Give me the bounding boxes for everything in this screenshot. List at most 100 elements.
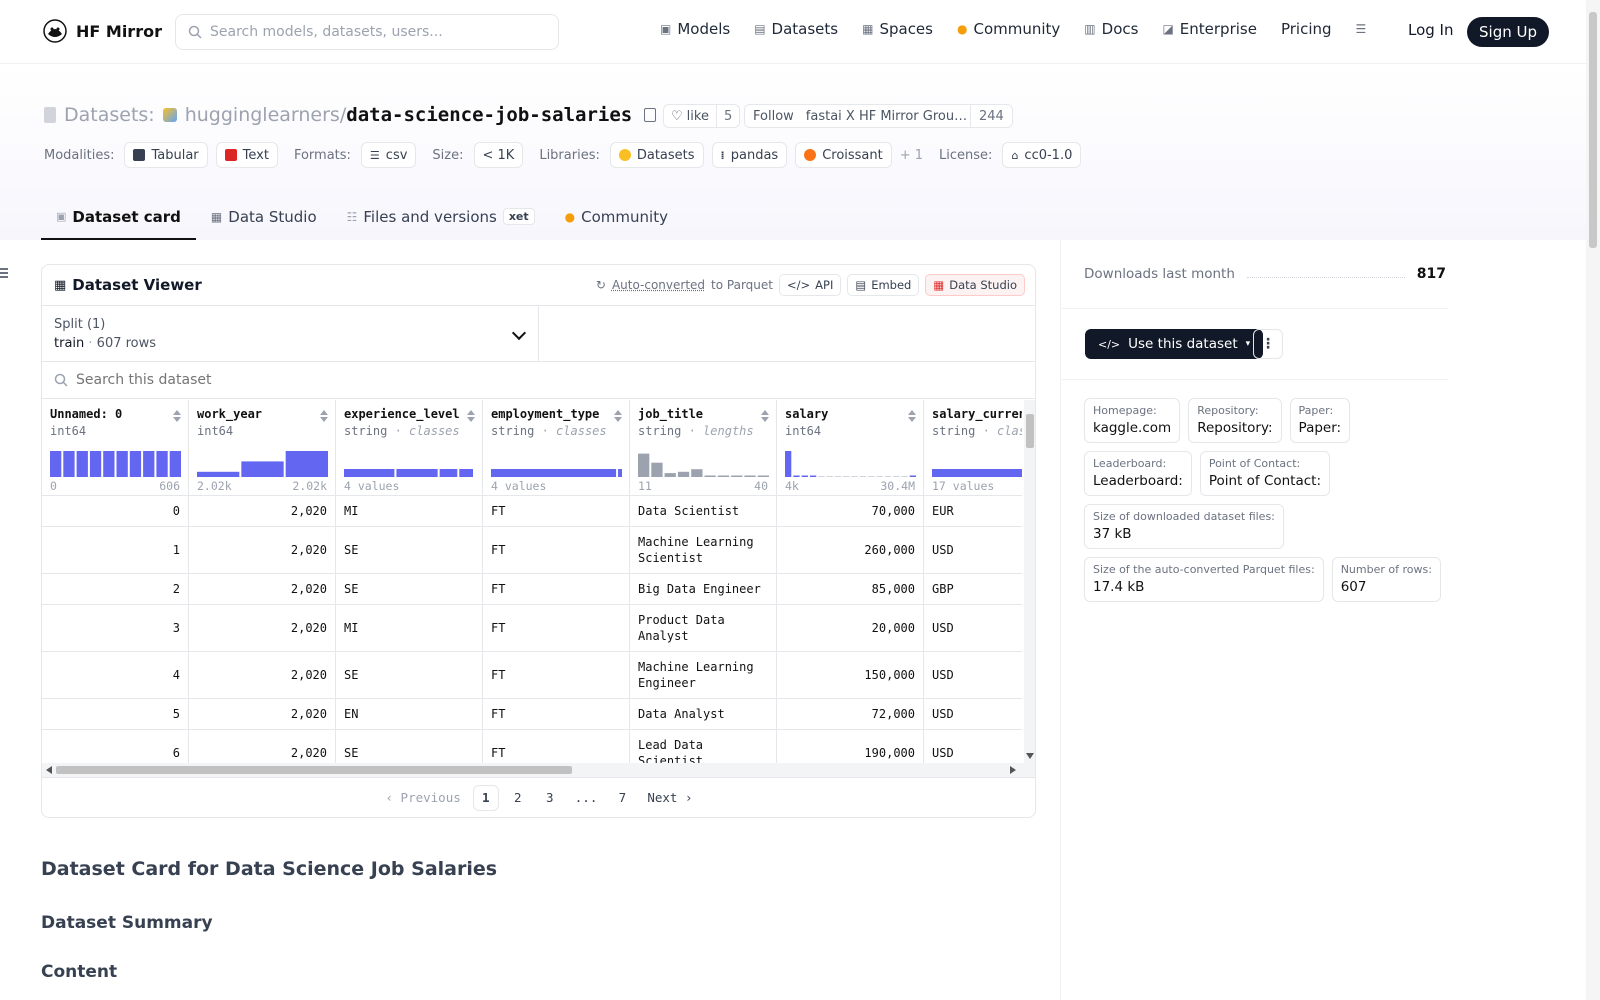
column-header[interactable]: work_year int64 2.02k 2.02k: [189, 400, 336, 496]
histogram-bar[interactable]: [129, 451, 142, 477]
column-header[interactable]: job_title string · lengths 11 40: [630, 400, 777, 496]
table-cell[interactable]: FT: [483, 496, 630, 526]
histogram-bar[interactable]: [285, 451, 328, 477]
login-link[interactable]: Log In: [1408, 21, 1454, 39]
table-cell[interactable]: 20,000: [777, 605, 924, 651]
column-header[interactable]: experience_level string · classes 4 values: [336, 400, 483, 496]
histogram-bar[interactable]: [851, 476, 858, 477]
table-cell[interactable]: FT: [483, 574, 630, 604]
next-page[interactable]: Next ›: [647, 790, 693, 805]
table-row[interactable]: 4 2,020 SE FT Machine Learning Engineer 150,0…: [42, 652, 1022, 699]
histogram-bar[interactable]: [909, 475, 916, 478]
histogram-bar[interactable]: [901, 476, 908, 477]
repo-type-label[interactable]: Datasets:: [64, 104, 155, 126]
follow-button[interactable]: Follow fastai X HF Mirror Grou… 244: [744, 104, 1013, 128]
table-cell[interactable]: EN: [336, 699, 483, 729]
global-search-input[interactable]: [210, 24, 530, 40]
table-row[interactable]: 1 2,020 SE FT Machine Learning Scientist 260,…: [42, 527, 1022, 574]
vertical-scrollbar[interactable]: [1024, 400, 1035, 763]
table-cell[interactable]: 2,020: [189, 652, 336, 698]
histogram-bar[interactable]: [691, 469, 703, 477]
histogram-bar[interactable]: [704, 475, 716, 478]
tag-datasets[interactable]: Datasets: [609, 142, 704, 168]
column-histogram[interactable]: [344, 451, 475, 477]
table-cell[interactable]: 5: [42, 699, 189, 729]
histogram-bar[interactable]: [50, 451, 62, 477]
table-cell[interactable]: 2,020: [189, 699, 336, 729]
table-cell[interactable]: Product Data Analyst: [630, 605, 777, 651]
histogram-bar[interactable]: [884, 476, 892, 477]
tab-dataset-card[interactable]: ▣ Dataset card: [41, 195, 196, 240]
table-cell[interactable]: 2: [42, 574, 189, 604]
table-cell[interactable]: 0: [42, 496, 189, 526]
tab-community[interactable]: ● Community: [550, 195, 683, 240]
page-2[interactable]: 2: [514, 790, 522, 805]
tag-text[interactable]: Text: [215, 142, 278, 168]
histogram-bar[interactable]: [757, 475, 769, 478]
class-bar[interactable]: [459, 469, 473, 477]
table-row[interactable]: 0 2,020 MI FT Data Scientist 70,000 EUR: [42, 496, 1022, 527]
class-bar[interactable]: [620, 469, 622, 477]
histogram-bar[interactable]: [197, 471, 240, 477]
page-7[interactable]: 7: [618, 790, 627, 805]
page-1[interactable]: 1: [472, 784, 499, 811]
table-cell[interactable]: 2,020: [189, 730, 336, 763]
nav-models[interactable]: ▣ Models: [660, 20, 730, 38]
sort-icon[interactable]: [908, 410, 916, 422]
vertical-scroll-thumb[interactable]: [1026, 414, 1034, 448]
nav-community[interactable]: ● Community: [957, 20, 1060, 38]
tag-csv[interactable]: ☰ csv: [360, 142, 417, 168]
column-header[interactable]: Unnamed: 0 int64 0 606: [42, 400, 189, 496]
column-header[interactable]: salary_currencystring · classes 17 values: [924, 400, 1022, 496]
table-cell[interactable]: USD: [924, 699, 1022, 729]
table-cell[interactable]: USD: [924, 730, 1022, 763]
histogram-bar[interactable]: [169, 451, 181, 477]
table-cell[interactable]: GBP: [924, 574, 1022, 604]
table-cell[interactable]: Machine Learning Engineer: [630, 652, 777, 698]
signup-button[interactable]: Sign Up: [1467, 17, 1549, 47]
class-bar[interactable]: [396, 469, 438, 477]
repo-owner[interactable]: hugginglearners: [184, 104, 340, 126]
histogram-bar[interactable]: [664, 473, 676, 477]
table-cell[interactable]: Machine Learning Scientist: [630, 527, 777, 573]
copy-icon[interactable]: [644, 108, 657, 122]
repo-name[interactable]: data-science-job-salaries: [346, 104, 633, 126]
table-cell[interactable]: 72,000: [777, 699, 924, 729]
table-cell[interactable]: Data Analyst: [630, 699, 777, 729]
table-cell[interactable]: EUR: [924, 496, 1022, 526]
sort-icon[interactable]: [614, 410, 622, 422]
column-histogram[interactable]: [491, 451, 622, 477]
table-row[interactable]: 2 2,020 SE FT Big Data Engineer 85,000 GBP: [42, 574, 1022, 605]
sort-icon[interactable]: [320, 410, 328, 422]
nav-datasets[interactable]: ▤ Datasets: [754, 20, 838, 38]
column-histogram[interactable]: [50, 451, 181, 477]
tab-files[interactable]: ☷ Files and versions xet: [332, 195, 550, 240]
column-histogram[interactable]: [197, 451, 328, 477]
table-cell[interactable]: 2,020: [189, 527, 336, 573]
table-cell[interactable]: FT: [483, 699, 630, 729]
api-button[interactable]: </> API: [778, 274, 842, 296]
histogram-bar[interactable]: [809, 475, 817, 478]
page-scroll-thumb[interactable]: [1589, 12, 1597, 248]
like-button[interactable]: ♡ like 5: [663, 104, 741, 128]
previous-page[interactable]: ‹ Previous: [385, 790, 461, 805]
table-cell[interactable]: 260,000: [777, 527, 924, 573]
nav-pricing[interactable]: Pricing: [1281, 20, 1332, 38]
tag-pandas[interactable]: ⁞ pandas: [711, 142, 788, 168]
histogram-bar[interactable]: [801, 475, 808, 478]
table-cell[interactable]: Big Data Engineer: [630, 574, 777, 604]
table-cell[interactable]: USD: [924, 605, 1022, 651]
scroll-left-arrow[interactable]: [46, 766, 52, 774]
class-bar[interactable]: [344, 469, 395, 477]
table-cell[interactable]: MI: [336, 605, 483, 651]
histogram-bar[interactable]: [834, 476, 842, 477]
table-cell[interactable]: FT: [483, 605, 630, 651]
table-row[interactable]: 6 2,020 SE FT Lead Data Scientist 190,000 USD: [42, 730, 1022, 763]
brand-logo[interactable]: HF Mirror: [42, 18, 162, 44]
histogram-bar[interactable]: [143, 451, 155, 477]
page-scrollbar[interactable]: [1586, 0, 1600, 1000]
histogram-bar[interactable]: [859, 476, 867, 477]
dataset-search[interactable]: [42, 362, 1035, 399]
sort-icon[interactable]: [467, 410, 475, 422]
page-3[interactable]: 3: [546, 790, 554, 805]
